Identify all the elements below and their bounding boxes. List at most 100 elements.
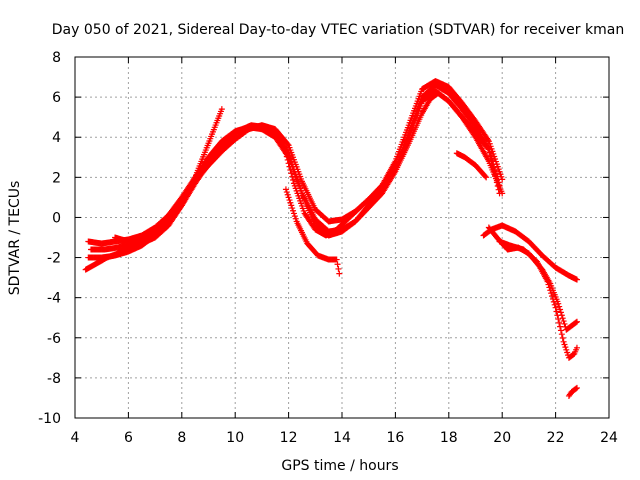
y-tick-label: -8 [47,371,61,387]
data-point [545,281,552,288]
y-tick-labels: -10 -8 -6 -4 -2 0 2 4 6 8 [38,50,61,427]
data-point [573,385,580,392]
data-point [559,335,566,342]
data-point [486,149,493,156]
data-point [563,346,570,353]
data-point [561,341,568,348]
data-point [496,182,503,189]
data-point [554,312,561,319]
data-point [284,141,291,148]
data-point [218,106,225,113]
data-point [557,323,564,330]
series-track-f [282,186,343,277]
data-point [286,197,293,204]
data-point [290,207,297,214]
grid [75,57,609,418]
data-point [283,153,290,160]
data-point [177,203,184,210]
series-track-e [112,106,225,247]
data-point [293,174,300,181]
data-point [291,213,298,220]
x-axis-title: GPS time / hours [281,458,398,474]
y-tick-label: -2 [47,251,61,267]
data-point [495,179,502,186]
y-tick-label: 6 [52,90,61,106]
data-point [550,298,557,305]
data-point [292,171,299,178]
data-point [560,338,567,345]
x-tick-label: 10 [226,430,244,446]
data-point [284,156,291,163]
data-point [491,164,498,171]
data-point [544,278,551,285]
x-tick-label: 24 [600,430,618,446]
data-point [561,320,568,327]
data-point [553,308,560,315]
data-point [282,150,289,157]
data-point [287,166,294,173]
data-point [573,318,580,325]
data-point [288,170,295,177]
data-point [279,139,286,146]
data-point [558,331,565,338]
data-point [547,287,554,294]
data-point [292,215,299,222]
data-point [289,205,296,212]
data-point [281,143,288,150]
y-tick-label: -6 [47,331,61,347]
x-tick-label: 16 [386,430,404,446]
data-point [288,202,295,209]
data-point [482,173,489,180]
series-track-h [480,222,580,283]
data-point [483,174,490,181]
data-point [556,303,563,310]
data-point [556,319,563,326]
series-track-k [565,384,580,399]
x-tick-label: 14 [333,430,351,446]
data-point [291,168,298,175]
chart-title: Day 050 of 2021, Sidereal Day-to-day VTE… [52,22,624,38]
data-point [549,293,556,300]
x-tick-label: 20 [493,430,511,446]
data-point [284,191,291,198]
data-point [286,163,293,170]
data-point [283,189,290,196]
x-tick-label: 18 [440,430,458,446]
data-point [334,261,341,268]
data-point [289,160,296,167]
y-tick-label: 0 [52,210,61,226]
data-point [573,319,580,326]
data-point [551,301,558,308]
data-point [557,306,564,313]
y-tick-label: -4 [47,291,61,307]
data-point [285,160,292,167]
data-point [492,170,499,177]
data-point [499,176,506,183]
data-point [287,199,294,206]
plot-frame [74,56,610,419]
data-point [499,190,506,197]
data-point [282,186,289,193]
series-track-j [496,238,580,361]
data-series [82,78,580,399]
data-point [573,276,580,283]
data-point [289,173,296,180]
data-point [557,327,564,334]
data-point [285,194,292,201]
data-point [552,304,559,311]
y-tick-label: 8 [52,50,61,66]
data-point [559,315,566,322]
data-point [573,344,580,351]
x-tick-label: 22 [547,430,565,446]
data-point [290,210,297,217]
data-point [492,167,499,174]
data-point [546,284,553,291]
data-point [290,166,297,173]
x-tick-label: 4 [71,430,80,446]
data-point [335,265,342,272]
x-tick-labels: 4 6 8 10 12 14 16 18 20 22 24 [71,430,618,446]
data-point [287,155,294,162]
y-tick-label: -10 [38,411,61,427]
data-point [282,146,289,153]
